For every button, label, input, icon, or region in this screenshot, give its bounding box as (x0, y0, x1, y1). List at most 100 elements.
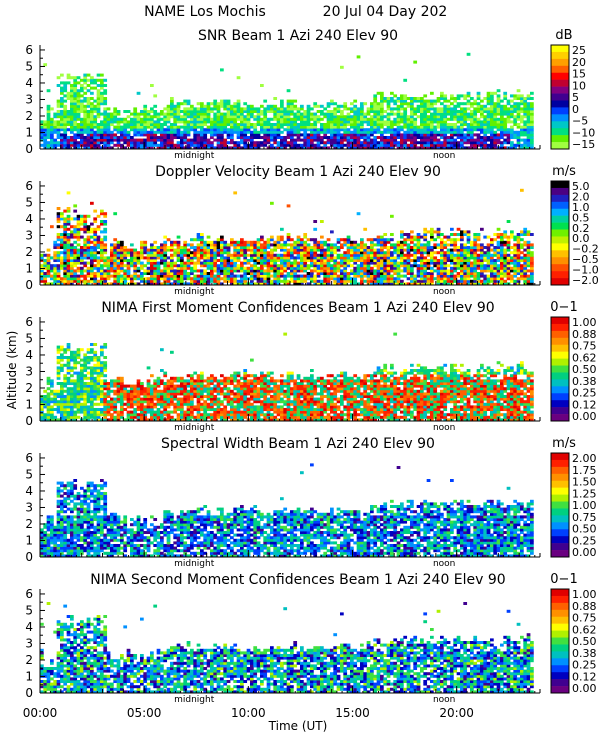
heatmap-cell (200, 143, 204, 147)
heatmap-cell (133, 256, 138, 260)
figure-title-date: 20 Jul 04 Day 202 (323, 4, 448, 20)
heatmap-cell (523, 264, 528, 268)
heatmap-cell (526, 253, 531, 257)
heatmap-cell (83, 86, 88, 90)
heatmap-cell (60, 214, 64, 218)
heatmap-cell (530, 120, 534, 124)
heatmap-cell (373, 136, 378, 139)
heatmap-cell (180, 115, 184, 119)
heatmap-cell (346, 256, 351, 260)
heatmap-cell (236, 269, 241, 273)
heatmap-cell (386, 107, 391, 111)
heatmap-cell (426, 251, 431, 255)
heatmap-cell (436, 115, 441, 119)
heatmap-cell (190, 259, 194, 262)
heatmap-cell (110, 146, 114, 150)
heatmap-cell (303, 246, 308, 249)
heatmap-cell (416, 272, 421, 275)
heatmap-cell (463, 266, 468, 270)
heatmap-cell (170, 269, 174, 273)
heatmap-cell (296, 146, 301, 150)
heatmap-cell (353, 266, 358, 270)
heatmap-cell (423, 94, 428, 98)
heatmap-cell (423, 120, 428, 124)
heatmap-cell (493, 115, 498, 119)
heatmap-cell (96, 110, 101, 113)
heatmap-cell (276, 112, 281, 116)
heatmap-cell (223, 246, 228, 249)
heatmap-cell (66, 246, 71, 249)
heatmap-cell (173, 125, 178, 129)
heatmap-cell (93, 107, 98, 111)
heatmap-cell (100, 120, 104, 124)
heatmap-cell (293, 261, 298, 265)
heatmap-cell (180, 269, 184, 273)
heatmap-cell (496, 94, 501, 98)
heatmap-cell (443, 279, 448, 283)
heatmap-cell (326, 146, 331, 150)
heatmap-cell (66, 235, 71, 239)
heatmap-cell (90, 246, 94, 249)
heatmap-cell (360, 123, 364, 126)
heatmap-cell (523, 143, 528, 147)
heatmap-cell (53, 123, 58, 126)
heatmap-cell (443, 282, 448, 286)
y-tick-label: 3 (25, 92, 33, 106)
heatmap-cell (70, 248, 74, 252)
heatmap-cell (346, 136, 351, 139)
heatmap-cell (66, 243, 71, 247)
heatmap-cell (466, 128, 471, 132)
heatmap-cell (83, 110, 88, 113)
heatmap-cell (286, 238, 291, 242)
heatmap-cell (310, 128, 314, 132)
heatmap-cell (86, 110, 91, 113)
heatmap-cell (446, 272, 451, 275)
heatmap-cell (80, 86, 84, 90)
heatmap-cell (506, 120, 511, 124)
heatmap-cell (70, 266, 74, 270)
heatmap-cell (526, 264, 531, 268)
heatmap-cell (366, 110, 371, 113)
heatmap-cell (506, 266, 511, 270)
heatmap-cell (160, 282, 164, 286)
heatmap-cell (523, 97, 528, 100)
heatmap-cell (376, 120, 381, 124)
heatmap-cell (196, 138, 201, 142)
heatmap-cell (53, 243, 58, 247)
heatmap-cell (220, 120, 224, 124)
heatmap-cell (406, 117, 411, 121)
heatmap-cell (443, 138, 448, 142)
heatmap-cell (510, 143, 514, 147)
heatmap-cell (103, 138, 108, 142)
heatmap-cell (416, 246, 421, 249)
heatmap-cell (220, 99, 224, 103)
heatmap-cell (530, 133, 534, 137)
heatmap-cell (490, 112, 494, 116)
heatmap-cell (380, 251, 384, 255)
heatmap-cell (46, 264, 51, 268)
heatmap-cell (133, 130, 138, 134)
heatmap-cell (420, 123, 424, 126)
heatmap-cell (293, 107, 298, 111)
heatmap-cell (303, 240, 308, 244)
heatmap-cell (406, 233, 411, 236)
heatmap-cell (63, 233, 68, 236)
heatmap-cell (73, 248, 78, 252)
heatmap-cell (473, 117, 478, 121)
heatmap-cell (316, 266, 321, 270)
heatmap-cell (343, 251, 348, 255)
heatmap-cell (233, 259, 238, 262)
heatmap-cell (146, 261, 151, 265)
heatmap-cell (233, 191, 238, 195)
heatmap-cell (320, 240, 324, 244)
heatmap-cell (53, 251, 58, 255)
heatmap-cell (273, 115, 278, 119)
heatmap-cell (346, 261, 351, 265)
heatmap-cell (363, 269, 368, 273)
heatmap-cell (156, 138, 161, 142)
heatmap-cell (426, 138, 431, 142)
heatmap-cell (93, 230, 98, 234)
heatmap-cell (416, 238, 421, 242)
heatmap-cell (403, 253, 408, 257)
heatmap-cell (273, 243, 278, 247)
